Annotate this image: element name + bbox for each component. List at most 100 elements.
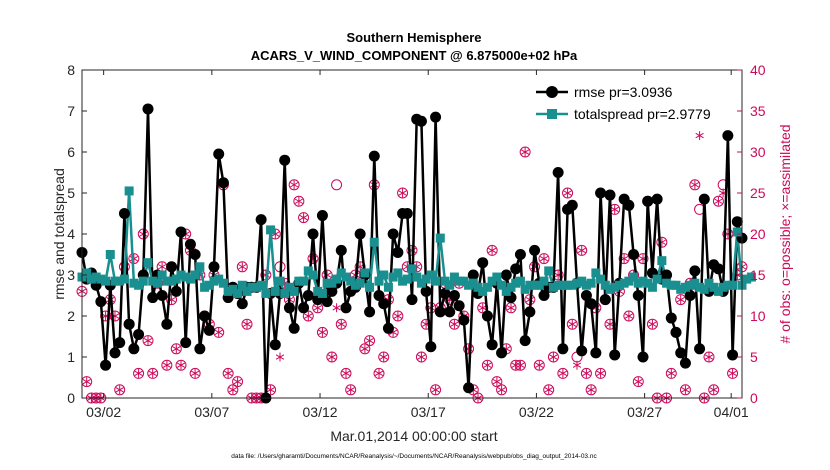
totalspread-point (732, 227, 742, 237)
totalspread-point (91, 272, 101, 282)
obs-possible-point (543, 384, 555, 396)
obs-possible-point (222, 367, 234, 379)
totalspread-point (308, 270, 318, 280)
rmse-point (161, 318, 173, 330)
totalspread-point (162, 276, 172, 286)
obs-possible-point (679, 384, 691, 396)
rmse-point (477, 257, 489, 269)
obs-assimilated-point (162, 360, 172, 370)
obs-possible-point (712, 195, 724, 207)
y-tick-label: 2 (67, 308, 75, 324)
rmse-point (712, 263, 724, 275)
obs-assimilated-point (332, 303, 341, 313)
totalspread-point (459, 276, 469, 286)
obs-possible-point (378, 351, 390, 363)
totalspread-point (435, 233, 445, 243)
rmse-point (415, 115, 427, 127)
y2-tick-label: 20 (750, 226, 766, 242)
totalspread-point (313, 286, 323, 296)
totalspread-point (713, 286, 723, 296)
totalspread-point (190, 270, 200, 280)
chart-subtitle: ACARS_V_WIND_COMPONENT @ 6.875000e+02 hP… (251, 48, 578, 63)
rmse-point (114, 337, 126, 349)
rmse-point (213, 148, 225, 160)
rmse-point (679, 357, 691, 369)
totalspread-point (266, 225, 276, 235)
obs-assimilated-point (360, 344, 370, 354)
obs-possible-point (232, 376, 244, 388)
rmse-point (675, 347, 687, 359)
obs-assimilated-point (214, 327, 223, 337)
totalspread-point (709, 282, 719, 292)
obs-assimilated-point (568, 319, 577, 329)
totalspread-point (695, 282, 705, 292)
totalspread-point (614, 280, 624, 290)
totalspread-point (563, 280, 573, 290)
totalspread-point (218, 278, 228, 288)
rmse-point (585, 298, 597, 310)
rmse-point (340, 302, 352, 314)
totalspread-point (671, 280, 681, 290)
obs-possible-point (430, 384, 442, 396)
totalspread-point (124, 186, 134, 196)
obs-assimilated-point (228, 385, 238, 395)
totalspread-point (643, 278, 653, 288)
obs-assimilated-point (148, 368, 157, 378)
rmse-point (382, 322, 394, 334)
obs-assimilated-point (535, 360, 544, 370)
totalspread-point (228, 284, 238, 294)
obs-assimilated-point (577, 245, 586, 255)
totalspread-point (449, 272, 459, 282)
obs-possible-point (100, 310, 112, 322)
obs-possible-point (481, 359, 493, 371)
x-tick-label: 03/12 (303, 404, 338, 420)
obs-possible-point (637, 253, 649, 265)
rmse-point (321, 296, 333, 308)
totalspread-point (129, 278, 139, 288)
rmse-point (500, 269, 512, 281)
totalspread-point (548, 282, 558, 292)
totalspread-point (176, 270, 186, 280)
obs-assimilated-point (393, 311, 403, 321)
footnote: data file: /Users/gharamti/Documents/NCA… (231, 453, 597, 460)
rmse-point (595, 187, 607, 199)
obs-assimilated-point (172, 344, 181, 354)
rmse-point (288, 322, 300, 334)
totalspread-point (539, 276, 549, 286)
rmse-point (467, 269, 479, 281)
rmse-point (463, 382, 475, 394)
totalspread-point (284, 282, 294, 292)
totalspread-point (110, 276, 120, 286)
totalspread-point (195, 262, 205, 272)
obs-assimilated-point (586, 385, 596, 395)
obs-possible-point (142, 335, 154, 347)
y-tick-label: 5 (67, 185, 75, 201)
obs-possible-point (689, 179, 701, 191)
obs-assimilated-point (275, 352, 285, 362)
rmse-point (529, 244, 541, 256)
rmse-point (378, 298, 390, 310)
obs-assimilated-point (157, 262, 167, 272)
rmse-point (538, 290, 550, 301)
rmse-point (632, 290, 644, 301)
rmse-point (722, 130, 734, 142)
obs-possible-point (227, 384, 239, 396)
legend-box (528, 78, 724, 124)
totalspread-point (501, 286, 511, 296)
obs-possible-point (708, 384, 720, 396)
obs-assimilated-point (299, 213, 308, 223)
rmse-point (199, 310, 211, 322)
totalspread-point (577, 276, 587, 286)
obs-possible-point (533, 359, 545, 371)
rmse-point (373, 290, 385, 301)
totalspread-point (209, 276, 219, 286)
obs-possible-point (170, 343, 182, 355)
y2-tick-label: 10 (750, 308, 766, 324)
totalspread-point (746, 272, 756, 282)
rmse-point (302, 290, 314, 301)
totalspread-point (251, 282, 261, 292)
totalspread-point (581, 280, 591, 290)
rmse-point (510, 263, 522, 275)
obs-possible-point (298, 212, 310, 224)
obs-assimilated-point (520, 147, 530, 157)
